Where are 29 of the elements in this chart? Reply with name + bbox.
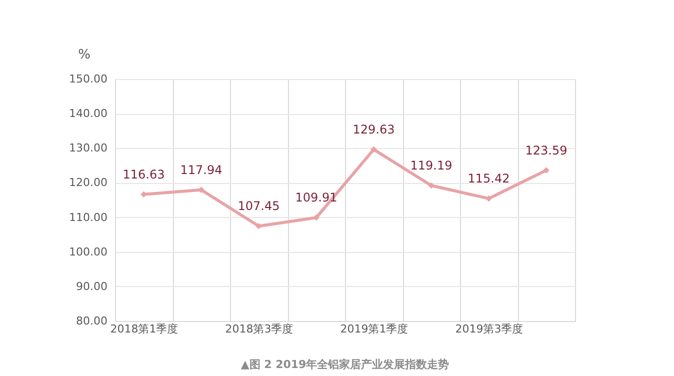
data-label: 123.59 xyxy=(525,143,568,158)
y-tick-label: 90.00 xyxy=(76,280,108,293)
y-tick-label: 110.00 xyxy=(69,210,108,224)
point xyxy=(140,191,147,198)
point xyxy=(313,214,320,221)
point xyxy=(486,195,492,202)
data-label: 109.91 xyxy=(295,190,338,205)
y-tick-label: 130.00 xyxy=(69,142,108,155)
y-axis-title: % xyxy=(78,48,90,62)
x-tick-label: 2018第3季度 xyxy=(225,322,294,336)
y-tick-label: 80.00 xyxy=(76,314,108,328)
x-tick-label: 2019第1季度 xyxy=(340,322,408,336)
y-tick-label: 100.00 xyxy=(69,245,108,258)
text: ▲图 2 2019年全铝家居产业发展指数走势 xyxy=(240,358,450,371)
x-tick-label: 2018第1季度 xyxy=(110,322,178,336)
data-label: 107.45 xyxy=(238,199,280,214)
point xyxy=(543,167,550,174)
data-label: 115.42 xyxy=(468,172,510,186)
y-tick-label: 120.00 xyxy=(69,176,108,190)
point xyxy=(256,222,262,230)
data-label: 119.19 xyxy=(410,158,452,173)
point xyxy=(428,182,434,189)
y-tick-label: 150.00 xyxy=(69,72,108,86)
data-label: 116.63 xyxy=(122,167,165,182)
point xyxy=(370,146,377,153)
y-tick-label: 140.00 xyxy=(69,107,108,120)
data-label: 129.63 xyxy=(352,122,395,136)
data-label: 117.94 xyxy=(180,162,222,177)
x-tick-label: 2019第3季度 xyxy=(455,322,524,336)
